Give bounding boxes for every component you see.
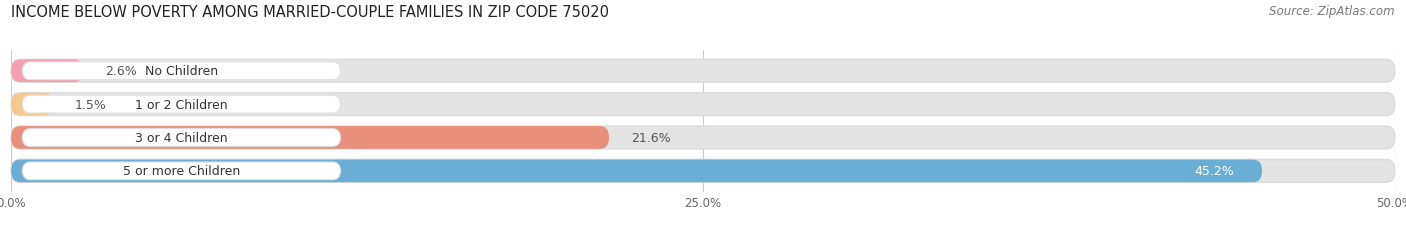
Text: No Children: No Children [145, 65, 218, 78]
Text: 2.6%: 2.6% [105, 65, 136, 78]
Text: 21.6%: 21.6% [631, 131, 671, 144]
FancyBboxPatch shape [11, 160, 1263, 182]
FancyBboxPatch shape [11, 127, 1395, 149]
Text: 3 or 4 Children: 3 or 4 Children [135, 131, 228, 144]
FancyBboxPatch shape [11, 127, 609, 149]
FancyBboxPatch shape [11, 93, 53, 116]
Text: 45.2%: 45.2% [1195, 165, 1234, 178]
FancyBboxPatch shape [11, 93, 1395, 116]
FancyBboxPatch shape [22, 129, 340, 147]
Text: 1.5%: 1.5% [75, 98, 107, 111]
Text: 1 or 2 Children: 1 or 2 Children [135, 98, 228, 111]
Text: Source: ZipAtlas.com: Source: ZipAtlas.com [1270, 5, 1395, 18]
FancyBboxPatch shape [11, 60, 1395, 83]
Text: INCOME BELOW POVERTY AMONG MARRIED-COUPLE FAMILIES IN ZIP CODE 75020: INCOME BELOW POVERTY AMONG MARRIED-COUPL… [11, 5, 609, 20]
FancyBboxPatch shape [22, 63, 340, 80]
FancyBboxPatch shape [22, 162, 340, 180]
FancyBboxPatch shape [11, 60, 83, 83]
FancyBboxPatch shape [11, 160, 1395, 182]
FancyBboxPatch shape [22, 96, 340, 113]
Text: 5 or more Children: 5 or more Children [122, 165, 240, 178]
